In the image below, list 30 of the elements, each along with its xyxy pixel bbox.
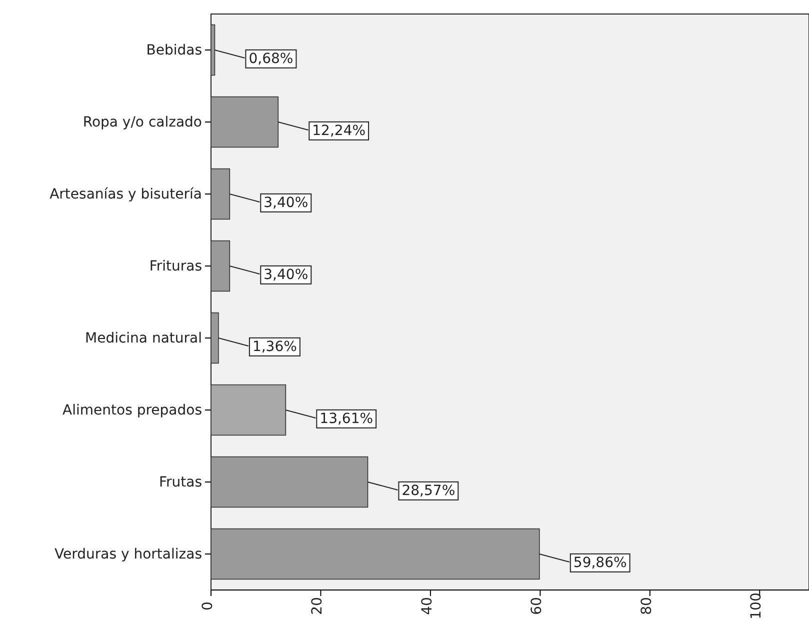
x-tick-label: 0	[200, 602, 216, 610]
x-tick-label: 20	[310, 597, 326, 615]
data-label: 12,24%	[312, 122, 366, 139]
bar	[210, 24, 216, 76]
data-label: 13,61%	[320, 410, 374, 427]
y-tick-label: Frituras	[149, 258, 202, 274]
bar	[210, 456, 368, 508]
x-tick-label: 40	[419, 597, 436, 615]
y-tick-label: Medicina natural	[85, 330, 202, 346]
y-tick-label: Alimentos prepados	[62, 402, 202, 418]
y-tick-label: Ropa y/o calzado	[82, 114, 202, 130]
data-label: 0,68%	[248, 50, 294, 67]
y-tick-label: Frutas	[158, 474, 202, 490]
bar	[210, 240, 230, 292]
x-tick-label: 100	[748, 592, 765, 620]
y-tick-label: Verduras y hortalizas	[54, 546, 202, 562]
x-tick-label: 80	[638, 597, 655, 615]
x-tick-label: 60	[529, 597, 546, 615]
bar	[210, 528, 540, 580]
bar	[210, 384, 286, 436]
bar	[210, 96, 279, 148]
data-label: 3,40%	[264, 266, 308, 283]
y-tick-label: Bebidas	[146, 42, 202, 58]
data-label: 28,57%	[402, 482, 456, 499]
y-tick-label: Artesanías y bisutería	[50, 186, 202, 202]
bar	[210, 168, 230, 220]
data-label: 1,36%	[252, 338, 297, 355]
data-label: 59,86%	[573, 554, 627, 571]
data-label: 3,40%	[264, 194, 308, 211]
bar	[210, 312, 219, 364]
